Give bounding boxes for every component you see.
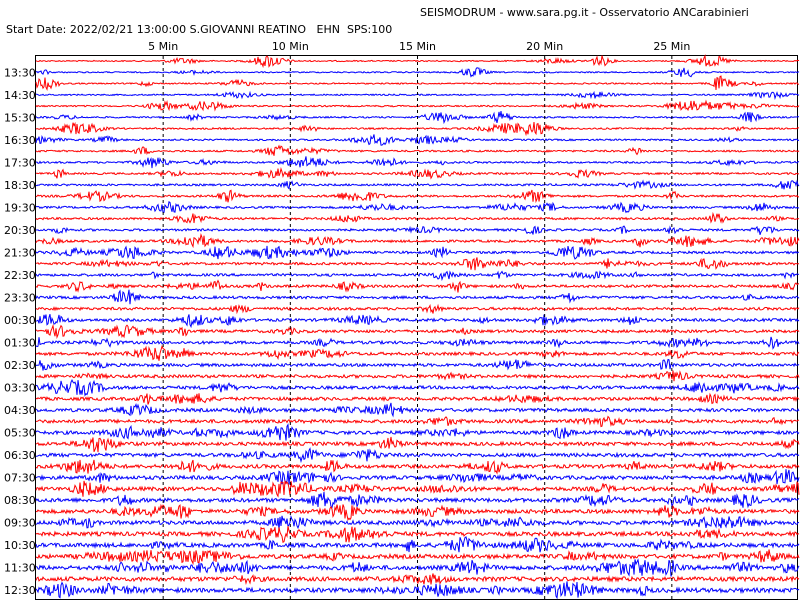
time-label: 08:30 [4, 494, 36, 507]
time-label: 17:30 [4, 156, 36, 169]
time-label: 16:30 [4, 134, 36, 147]
trace [35, 156, 800, 169]
time-label: 04:30 [4, 404, 36, 417]
time-label: 11:30 [4, 562, 36, 575]
time-label: 01:30 [4, 337, 36, 350]
time-label: 03:30 [4, 382, 36, 395]
minute-label: 15 Min [399, 40, 436, 53]
trace [35, 67, 800, 78]
time-label: 20:30 [4, 224, 36, 237]
trace [35, 245, 799, 260]
time-label: 07:30 [4, 472, 36, 485]
time-label: 09:30 [4, 517, 36, 530]
time-label: 05:30 [4, 427, 36, 440]
time-label: 14:30 [4, 89, 36, 102]
title: SEISMODRUM - www.sara.pg.it - Osservator… [420, 6, 749, 19]
time-label: 19:30 [4, 201, 36, 214]
time-label: 02:30 [4, 359, 36, 372]
time-label: 15:30 [4, 111, 36, 124]
trace [35, 144, 800, 156]
trace [36, 415, 800, 428]
time-label: 22:30 [4, 269, 36, 282]
minute-label: 25 Min [653, 40, 690, 53]
minute-label: 10 Min [272, 40, 309, 53]
trace [35, 53, 800, 69]
time-label: 10:30 [4, 539, 36, 552]
time-label: 23:30 [4, 291, 36, 304]
trace [35, 75, 800, 92]
time-label: 00:30 [4, 314, 36, 327]
minute-label: 20 Min [526, 40, 563, 53]
time-label: 12:30 [4, 584, 36, 597]
time-label: 21:30 [4, 246, 36, 259]
trace [35, 134, 800, 146]
trace [35, 536, 800, 553]
info: Start Date: 2022/02/21 13:00:00 S.GIOVAN… [6, 23, 392, 36]
time-label: 06:30 [4, 449, 36, 462]
time-label: 13:30 [4, 66, 36, 79]
time-label: 18:30 [4, 179, 36, 192]
minute-label: 5 Min [148, 40, 178, 53]
